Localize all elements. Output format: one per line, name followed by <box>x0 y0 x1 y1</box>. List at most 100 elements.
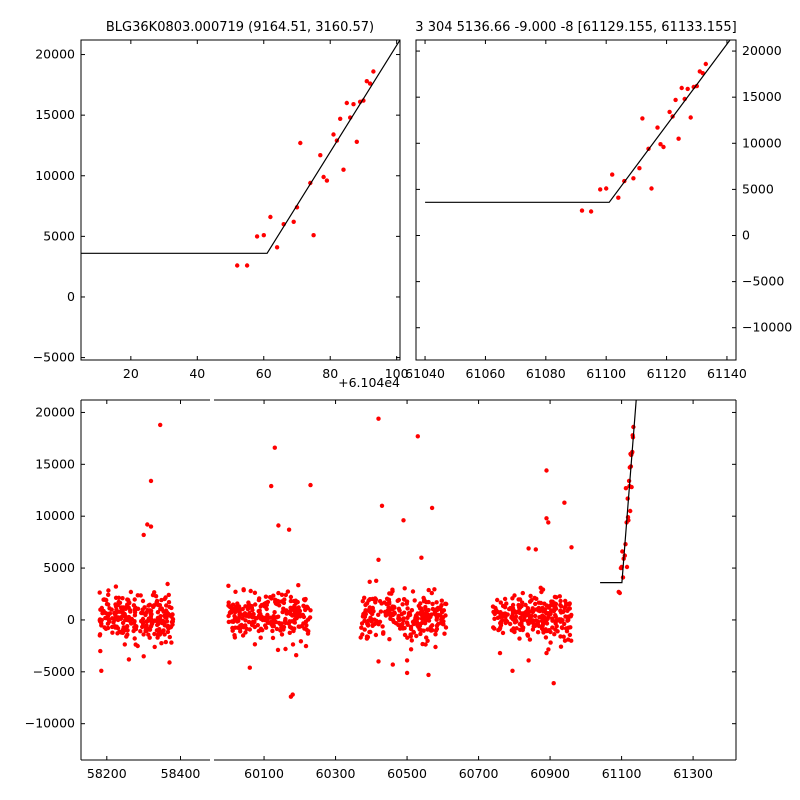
data-point <box>230 625 235 631</box>
data-point <box>99 621 104 626</box>
data-point <box>250 607 255 613</box>
data-point <box>126 605 131 610</box>
data-point <box>263 625 269 630</box>
data-point <box>294 609 299 614</box>
x-tick-label: 58400 <box>161 766 201 781</box>
data-point <box>270 635 276 641</box>
data-point <box>113 625 118 630</box>
data-point <box>502 596 508 602</box>
data-point <box>252 642 258 647</box>
data-point <box>281 606 286 611</box>
y-tick-label: −5000 <box>742 274 784 289</box>
data-point <box>389 591 394 596</box>
data-point <box>307 615 313 620</box>
data-point <box>376 659 381 664</box>
data-point <box>510 615 515 620</box>
data-point <box>104 601 110 607</box>
data-point <box>433 628 439 633</box>
axes-frame <box>80 39 401 361</box>
data-point <box>579 208 585 213</box>
data-point <box>155 617 160 623</box>
data-point <box>157 627 162 632</box>
data-point <box>533 601 538 607</box>
data-point <box>249 603 254 609</box>
x-tick-label: 61060 <box>466 366 506 381</box>
data-point <box>253 602 258 607</box>
data-point <box>128 609 133 614</box>
data-point <box>564 601 569 606</box>
data-point <box>531 624 536 629</box>
data-point <box>415 434 420 439</box>
data-point <box>122 611 127 617</box>
data-point <box>405 615 410 620</box>
data-point <box>565 618 570 623</box>
data-point <box>548 603 553 608</box>
data-point <box>526 546 531 551</box>
data-point <box>288 598 294 604</box>
data-point <box>97 590 102 595</box>
data-point <box>374 578 379 583</box>
y-tick-label: 5000 <box>43 560 75 575</box>
data-point <box>503 611 508 616</box>
data-point <box>287 630 292 635</box>
data-point <box>426 587 431 593</box>
data-point <box>141 532 146 538</box>
data-point <box>164 619 170 624</box>
data-point <box>544 468 549 473</box>
data-point <box>318 153 323 158</box>
data-point <box>552 594 558 600</box>
data-point <box>539 618 545 624</box>
data-point <box>120 596 125 601</box>
data-point <box>620 549 625 554</box>
data-point <box>535 621 540 626</box>
data-point <box>167 660 172 665</box>
data-point <box>120 605 126 610</box>
panel1-title: BLG36K0803.000719 (9164.51, 3160.57) <box>106 20 374 35</box>
data-point <box>165 629 171 635</box>
data-point <box>302 604 307 609</box>
data-point <box>287 619 292 624</box>
data-point <box>226 583 231 588</box>
data-point <box>387 637 392 642</box>
data-point <box>531 608 536 613</box>
data-point <box>232 635 238 640</box>
data-point <box>281 624 287 630</box>
data-point <box>443 601 448 606</box>
data-point <box>290 613 295 618</box>
data-point <box>498 600 503 605</box>
data-point <box>170 612 175 617</box>
data-point <box>150 621 155 626</box>
data-point <box>625 496 630 501</box>
data-point <box>400 602 405 607</box>
data-point <box>433 644 438 650</box>
data-point <box>402 597 407 602</box>
data-point <box>365 634 371 640</box>
data-point <box>402 610 407 615</box>
y-tick-label: 15000 <box>35 456 75 471</box>
data-point <box>359 625 364 630</box>
data-point <box>283 592 288 598</box>
data-point <box>285 589 291 594</box>
data-point <box>135 606 141 611</box>
x-tick-label: 80 <box>322 366 338 381</box>
data-point <box>432 608 437 613</box>
data-point <box>626 478 632 484</box>
data-point <box>404 601 409 606</box>
data-point <box>366 598 371 603</box>
data-point <box>103 626 109 631</box>
x-tick-label: 60 <box>256 366 272 381</box>
data-point <box>559 604 564 609</box>
data-point <box>298 639 304 644</box>
data-point <box>514 619 519 624</box>
data-point <box>351 102 356 107</box>
data-point <box>439 598 444 603</box>
data-point <box>536 600 542 605</box>
data-point <box>338 116 343 122</box>
data-point <box>227 603 232 609</box>
data-point <box>106 592 111 597</box>
data-point <box>673 97 678 103</box>
data-point <box>235 263 240 268</box>
data-point <box>297 608 303 614</box>
data-point <box>134 624 139 629</box>
data-point <box>533 613 538 619</box>
